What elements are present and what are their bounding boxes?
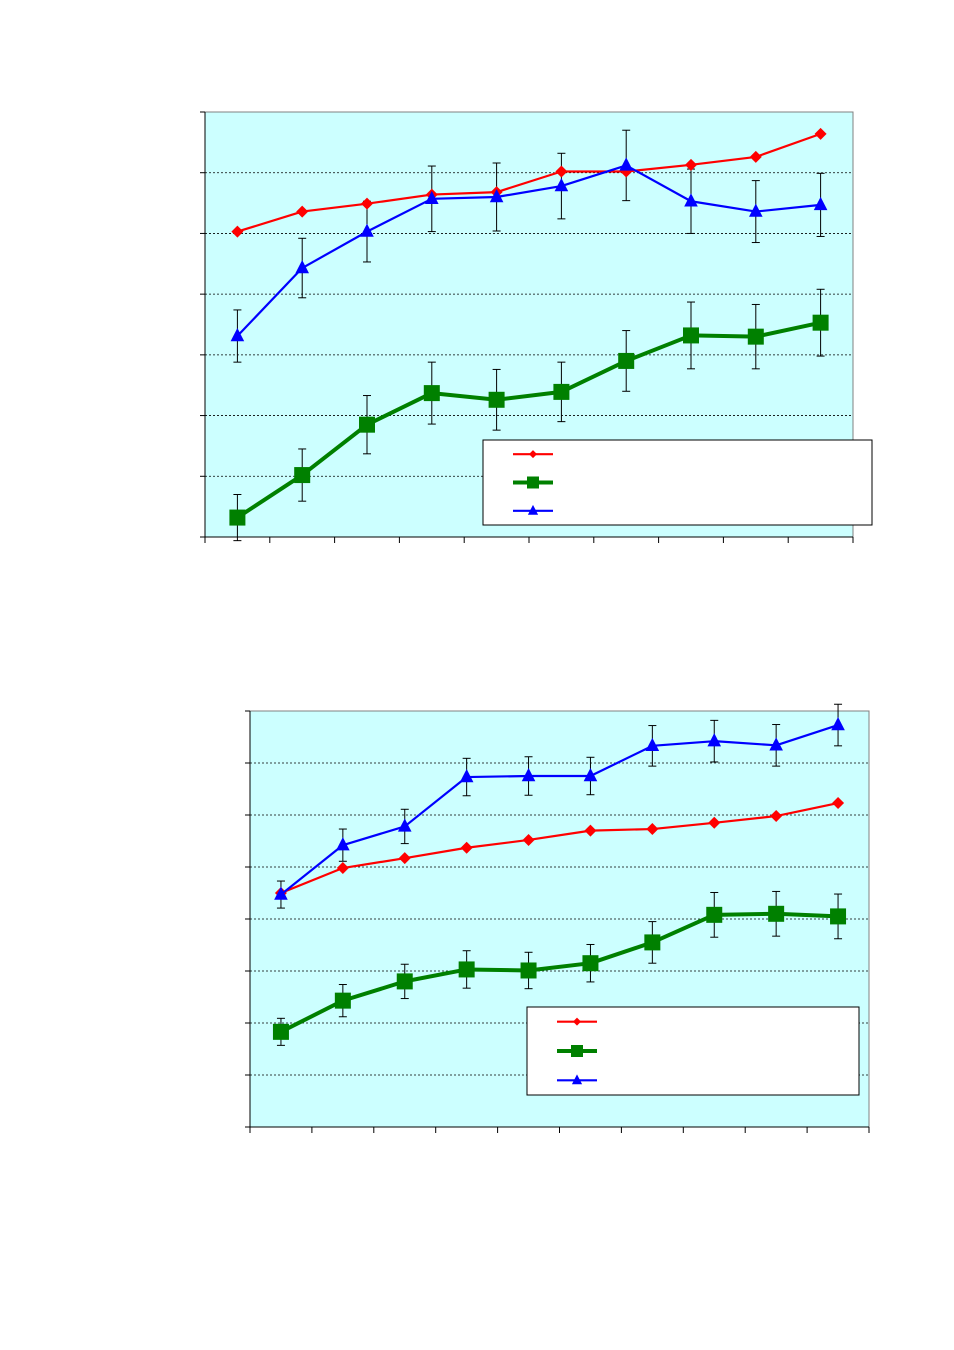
- data-point-blue: [425, 190, 439, 205]
- data-point-red: [832, 797, 845, 810]
- data-point-red: [814, 127, 827, 140]
- bottom-line-chart: [245, 703, 870, 1133]
- data-point-red: [708, 816, 721, 829]
- legend-swatch-marker-blue: [571, 1074, 583, 1085]
- data-point-green: [423, 385, 440, 402]
- data-point-red: [555, 165, 568, 178]
- legend-swatch-marker-blue: [527, 504, 539, 515]
- series-line-red: [237, 132, 821, 233]
- series-line-red: [280, 801, 839, 895]
- data-point-green: [294, 467, 311, 484]
- data-point-green: [229, 509, 246, 526]
- data-point-red: [398, 852, 411, 865]
- data-point-blue: [230, 328, 245, 342]
- data-point-red: [646, 823, 659, 836]
- legend-swatch-marker-green: [527, 476, 539, 489]
- data-point-green: [706, 906, 723, 923]
- data-point-red: [460, 841, 473, 854]
- data-point-green: [683, 327, 699, 344]
- data-point-blue: [521, 768, 536, 782]
- data-point-blue: [274, 886, 288, 900]
- data-point-green: [618, 352, 635, 369]
- data-point-blue: [397, 818, 412, 832]
- data-point-green: [359, 416, 375, 433]
- data-point-green: [582, 955, 599, 972]
- data-point-blue: [295, 260, 309, 274]
- top-line-chart: [200, 111, 873, 543]
- data-point-blue: [554, 178, 569, 192]
- data-point-green: [396, 973, 413, 990]
- series-line-green: [280, 911, 839, 1034]
- series-line-green: [236, 320, 822, 520]
- data-point-blue: [583, 768, 598, 782]
- data-point-blue: [360, 223, 374, 237]
- data-point-blue: [489, 189, 504, 203]
- data-point-red: [361, 197, 373, 210]
- data-point-green: [812, 314, 829, 331]
- data-point-green: [488, 391, 505, 408]
- data-point-green: [768, 905, 785, 922]
- data-point-red: [584, 824, 597, 837]
- data-point-green: [644, 934, 661, 951]
- data-point-green: [334, 992, 351, 1009]
- data-point-blue: [749, 203, 763, 217]
- data-point-green: [458, 961, 475, 978]
- data-point-red: [296, 205, 309, 218]
- data-point-blue: [684, 193, 698, 207]
- data-point-green: [747, 328, 764, 345]
- legend-swatch-marker-green: [571, 1045, 583, 1057]
- series-line-blue: [236, 164, 821, 337]
- series-line-blue: [280, 723, 839, 896]
- data-point-red: [336, 862, 349, 875]
- data-point-green: [520, 962, 537, 979]
- data-point-red: [685, 158, 697, 171]
- data-point-blue: [619, 157, 633, 171]
- data-point-green: [553, 383, 570, 400]
- data-point-red: [231, 225, 244, 238]
- data-point-green: [830, 908, 847, 925]
- legend-swatch-marker-red: [529, 450, 537, 459]
- data-point-blue: [336, 837, 350, 851]
- data-point-blue: [831, 717, 845, 731]
- data-point-blue: [813, 196, 828, 211]
- data-point-red: [770, 810, 783, 823]
- data-point-blue: [645, 737, 660, 752]
- legend-swatch-marker-red: [573, 1017, 581, 1026]
- data-point-green: [272, 1023, 289, 1040]
- data-point-red: [522, 833, 535, 846]
- data-point-blue: [459, 769, 474, 783]
- data-point-blue: [707, 733, 722, 747]
- data-point-blue: [769, 737, 783, 751]
- data-point-red: [749, 150, 762, 163]
